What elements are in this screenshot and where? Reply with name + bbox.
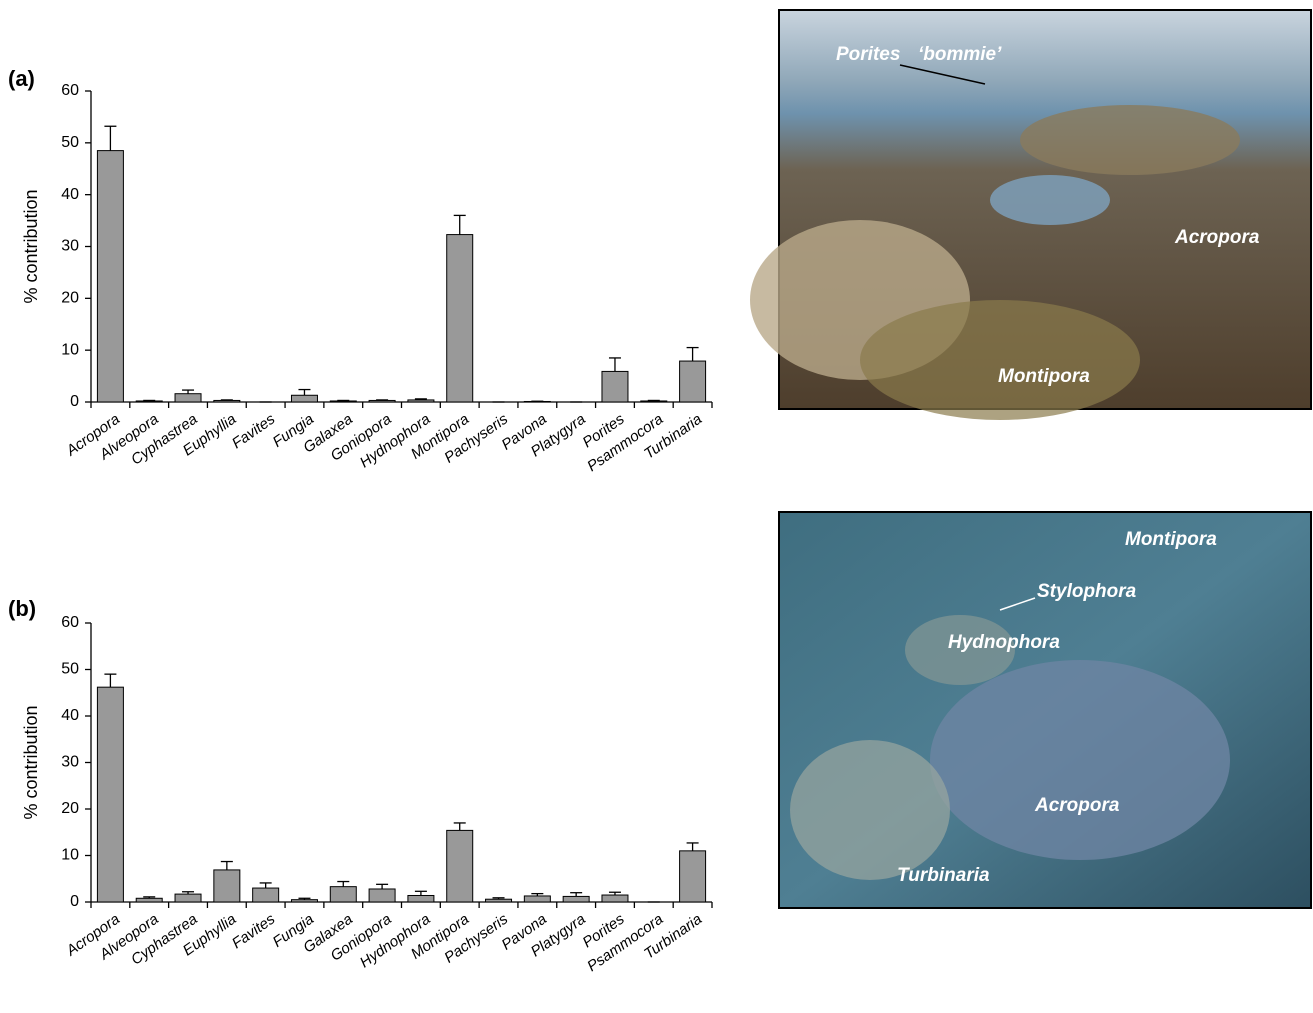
y-tick-label: 20 [61, 800, 79, 817]
error-bar [260, 883, 272, 888]
photo-b [779, 512, 1311, 908]
y-tick-label: 30 [61, 238, 79, 255]
y-tick-label: 0 [70, 893, 79, 910]
error-bar [609, 358, 621, 371]
error-bar [376, 884, 388, 889]
bar [175, 394, 201, 402]
error-bar [298, 390, 310, 396]
bar [214, 400, 240, 402]
error-bar [337, 400, 349, 401]
y-tick-label: 0 [70, 393, 79, 410]
bar [291, 395, 317, 402]
photo-label: Montipora [1125, 529, 1217, 550]
error-bar [221, 862, 233, 870]
error-bar [104, 126, 116, 150]
y-axis-label: % contribution [21, 705, 41, 819]
y-tick-label: 10 [61, 847, 79, 864]
bar [214, 870, 240, 902]
bar [680, 851, 706, 902]
y-axis-label: % contribution [21, 189, 41, 303]
bar [330, 887, 356, 902]
photo-label: Acropora [1034, 795, 1120, 816]
bar [408, 895, 434, 902]
y-tick-label: 60 [61, 614, 79, 631]
bar [602, 371, 628, 402]
photo-label: Acropora [1174, 227, 1260, 248]
photo-label: Stylophora [1037, 581, 1137, 602]
panel-label: (b) [8, 596, 36, 621]
error-bar [687, 843, 699, 851]
bar [97, 151, 123, 402]
photo-label: Montipora [998, 366, 1090, 387]
error-bar [221, 400, 233, 401]
bar [447, 830, 473, 902]
error-bar [143, 400, 155, 401]
bar [175, 894, 201, 902]
y-tick-label: 10 [61, 341, 79, 358]
bar [291, 900, 317, 902]
y-tick-label: 40 [61, 707, 79, 724]
y-tick-label: 30 [61, 754, 79, 771]
error-bar [376, 400, 388, 401]
error-bar [648, 400, 660, 401]
photo-label: Porites [836, 44, 900, 65]
bar [253, 888, 279, 902]
bar [524, 896, 550, 902]
bar [136, 898, 162, 902]
bar [602, 895, 628, 902]
y-tick-label: 40 [61, 186, 79, 203]
error-bar [337, 882, 349, 887]
panel-label: (a) [8, 66, 35, 91]
x-tick-label: Favites [229, 410, 279, 452]
bar [330, 401, 356, 402]
photo-label: ‘bommie’ [918, 44, 1002, 65]
photo-a [750, 10, 1311, 420]
error-bar [454, 215, 466, 234]
y-tick-label: 20 [61, 290, 79, 307]
y-tick-label: 60 [61, 82, 79, 99]
error-bar [415, 891, 427, 895]
bar [641, 401, 667, 402]
error-bar [570, 893, 582, 897]
y-tick-label: 50 [61, 134, 79, 151]
y-tick-label: 50 [61, 661, 79, 678]
photo-label: Hydnophora [948, 632, 1060, 653]
bar [136, 401, 162, 402]
error-bar [104, 674, 116, 687]
error-bar [182, 390, 194, 394]
bar [369, 400, 395, 402]
photo-label: Turbinaria [897, 865, 990, 886]
bar [369, 889, 395, 902]
bar [408, 400, 434, 402]
bar [97, 687, 123, 902]
error-bar [687, 348, 699, 361]
bar [680, 361, 706, 402]
bar [563, 896, 589, 902]
x-tick-label: Favites [229, 910, 279, 952]
bar [447, 235, 473, 402]
error-bar [454, 823, 466, 830]
bar [486, 899, 512, 902]
